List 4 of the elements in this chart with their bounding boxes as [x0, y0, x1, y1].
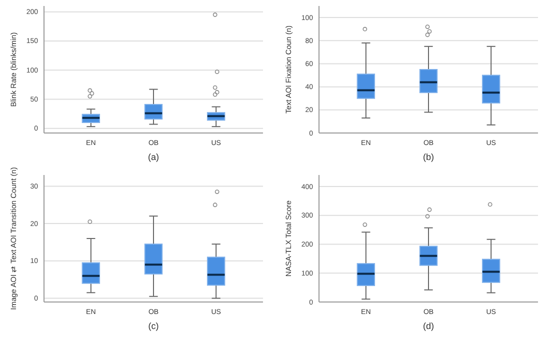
- x-axis-title: (b): [423, 152, 434, 162]
- x-axis-title: (a): [148, 152, 159, 162]
- x-axis-title: (c): [148, 321, 159, 331]
- x-axis-title: (d): [423, 321, 434, 331]
